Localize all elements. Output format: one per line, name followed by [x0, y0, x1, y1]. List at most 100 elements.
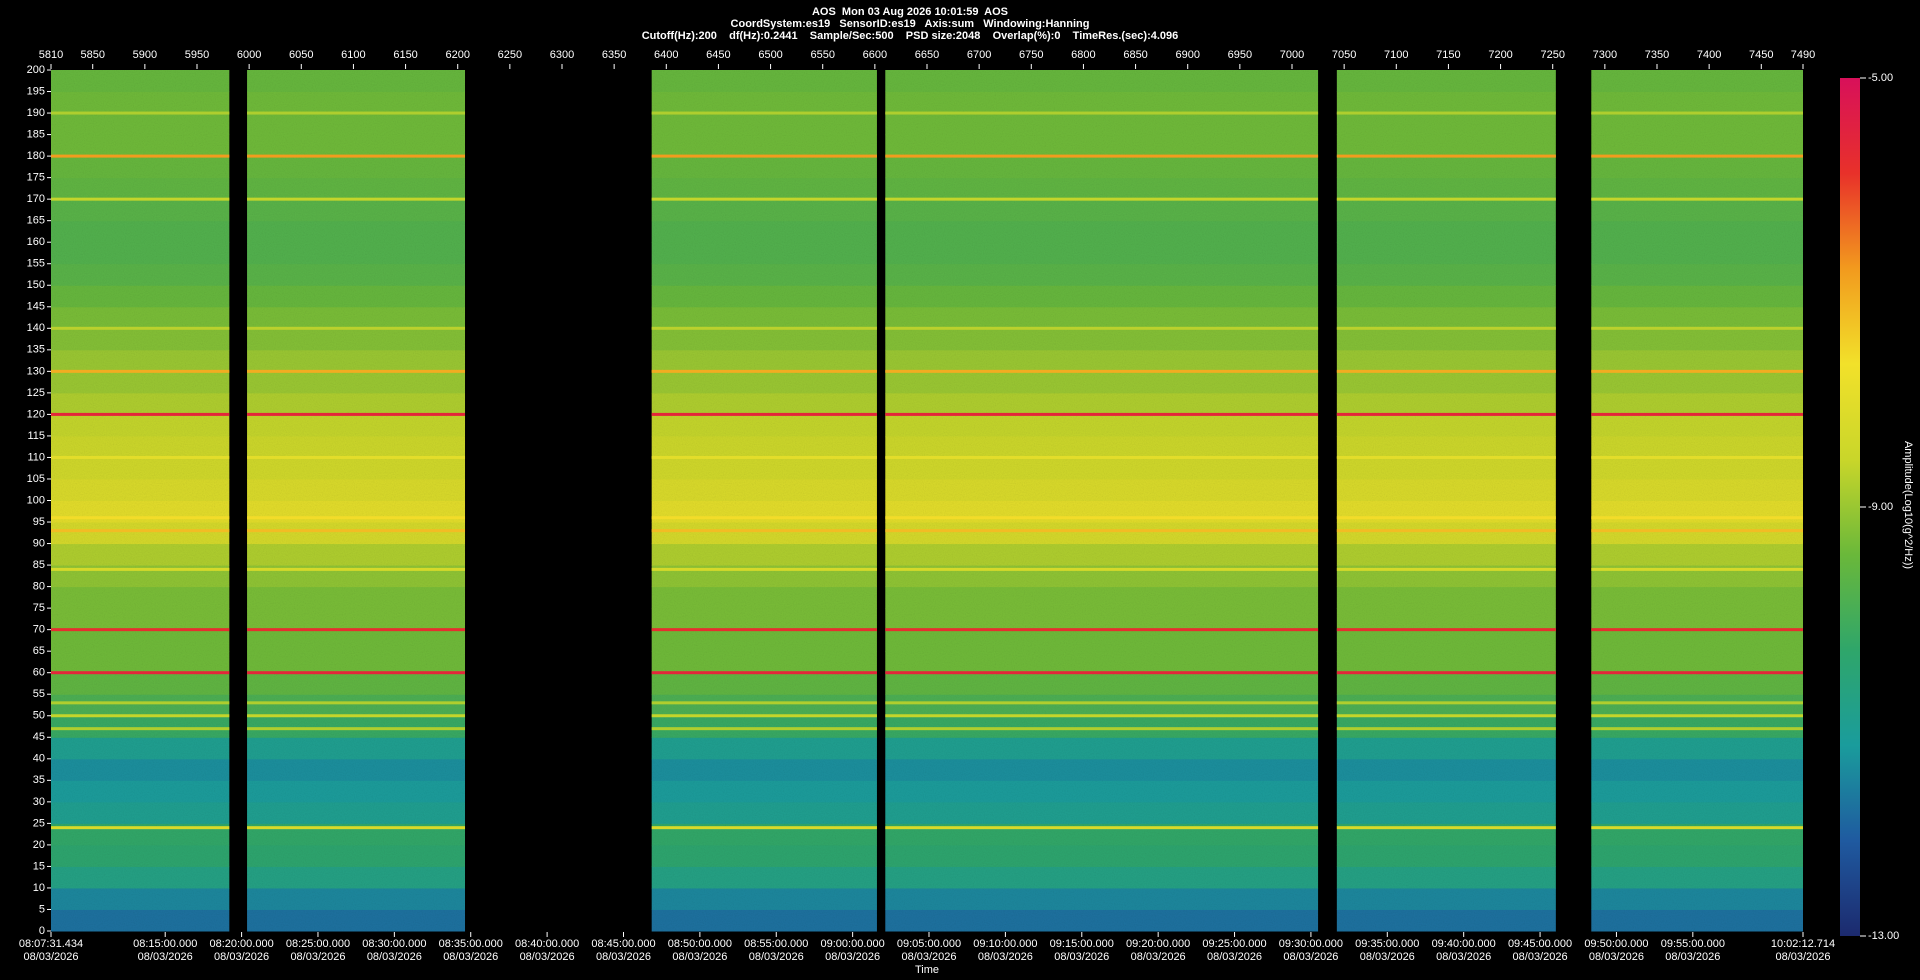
tonal-line	[247, 412, 466, 416]
tonal-line	[247, 197, 466, 201]
tonal-line	[885, 567, 1319, 571]
y-tick-label: 40	[33, 753, 45, 765]
time-tick-label: 08:45:00.000	[591, 938, 655, 950]
tonal-line	[885, 671, 1319, 675]
time-tick-label: 08:30:00.000	[362, 938, 426, 950]
tonal-line	[885, 369, 1319, 373]
tonal-line	[51, 714, 230, 718]
tonal-line	[51, 567, 230, 571]
x-tick-label: 7200	[1488, 49, 1512, 61]
tonal-line	[651, 455, 877, 459]
tonal-line	[1336, 826, 1556, 830]
x-tick-label: 6950	[1228, 49, 1252, 61]
y-tick-label: 80	[33, 581, 45, 593]
time-tick-label: 09:35:00.000	[1355, 938, 1419, 950]
x-tick-label: 7350	[1645, 49, 1669, 61]
y-tick-label: 25	[33, 817, 45, 829]
colorbar-label: Amplitude(Log10(g^2/Hz))	[1902, 441, 1914, 569]
time-tick-date: 08/03/2026	[23, 951, 78, 963]
tonal-line	[1591, 701, 1803, 705]
x-tick-label: 6850	[1123, 49, 1147, 61]
tonal-line	[1336, 111, 1556, 115]
data-segment	[1336, 70, 1556, 932]
y-tick-label: 160	[27, 236, 45, 248]
tonal-line	[247, 628, 466, 632]
tonal-line	[1591, 154, 1803, 158]
x-tick-label: 6400	[654, 49, 678, 61]
y-tick-label: 100	[27, 494, 45, 506]
tonal-line	[51, 111, 230, 115]
tonal-line	[1591, 529, 1803, 533]
tonal-line	[1336, 567, 1556, 571]
x-tick-label: 7450	[1749, 49, 1773, 61]
time-tick-date: 08/03/2026	[901, 951, 956, 963]
time-tick-label: 09:30:00.000	[1279, 938, 1343, 950]
x-tick-label: 6100	[341, 49, 365, 61]
tonal-line	[1336, 701, 1556, 705]
y-tick-label: 0	[39, 925, 45, 937]
time-tick-date: 08/03/2026	[1054, 951, 1109, 963]
tonal-line	[247, 671, 466, 675]
tonal-line	[51, 326, 230, 330]
x-tick-label: 6650	[915, 49, 939, 61]
tonal-line	[247, 701, 466, 705]
x-tick-label: 7000	[1280, 49, 1304, 61]
time-tick-date: 08/03/2026	[1131, 951, 1186, 963]
y-tick-label: 85	[33, 559, 45, 571]
y-tick-label: 35	[33, 774, 45, 786]
tonal-line	[1336, 714, 1556, 718]
y-tick-label: 115	[27, 430, 45, 442]
tonal-line	[885, 701, 1319, 705]
tonal-line	[651, 529, 877, 533]
tonal-line	[1336, 628, 1556, 632]
y-tick-label: 110	[27, 451, 45, 463]
tonal-line	[51, 516, 230, 520]
tonal-line	[51, 727, 230, 731]
y-tick-label: 135	[27, 344, 45, 356]
tonal-line	[1591, 326, 1803, 330]
tonal-line	[885, 628, 1319, 632]
tonal-line	[1336, 455, 1556, 459]
x-tick-label: 6700	[967, 49, 991, 61]
time-tick-date: 08/03/2026	[596, 951, 651, 963]
y-tick-label: 20	[33, 839, 45, 851]
y-tick-label: 120	[27, 408, 45, 420]
time-tick-label: 09:15:00.000	[1050, 938, 1114, 950]
x-tick-label: 6550	[810, 49, 834, 61]
data-segment	[885, 70, 1319, 932]
time-tick-label: 08:15:00.000	[133, 938, 197, 950]
y-tick-label: 55	[33, 688, 45, 700]
time-tick-date: 08/03/2026	[290, 951, 345, 963]
y-tick-label: 130	[27, 365, 45, 377]
tonal-line	[1591, 455, 1803, 459]
tonal-line	[51, 369, 230, 373]
time-tick-date: 08/03/2026	[1665, 951, 1720, 963]
y-tick-label: 60	[33, 667, 45, 679]
time-tick-label: 08:07:31.434	[19, 938, 83, 950]
tonal-line	[651, 412, 877, 416]
tonal-line	[885, 455, 1319, 459]
x-tick-label: 6600	[863, 49, 887, 61]
x-tick-label: 6750	[1019, 49, 1043, 61]
data-segment	[1591, 70, 1803, 932]
noise-texture	[51, 70, 230, 931]
time-tick-date: 08/03/2026	[1589, 951, 1644, 963]
time-tick-label: 08:50:00.000	[668, 938, 732, 950]
x-tick-label: 7100	[1384, 49, 1408, 61]
x-tick-label: 6450	[706, 49, 730, 61]
y-tick-label: 170	[27, 193, 45, 205]
tonal-line	[51, 412, 230, 416]
tonal-line	[1336, 154, 1556, 158]
tonal-line	[1591, 628, 1803, 632]
y-tick-label: 145	[27, 301, 45, 313]
time-tick-label: 08:25:00.000	[286, 938, 350, 950]
time-tick-date: 08/03/2026	[1283, 951, 1338, 963]
tonal-line	[885, 111, 1319, 115]
y-tick-label: 155	[27, 258, 45, 270]
tonal-line	[651, 671, 877, 675]
y-tick-label: 45	[33, 731, 45, 743]
y-tick-label: 185	[27, 128, 45, 140]
y-tick-label: 65	[33, 645, 45, 657]
